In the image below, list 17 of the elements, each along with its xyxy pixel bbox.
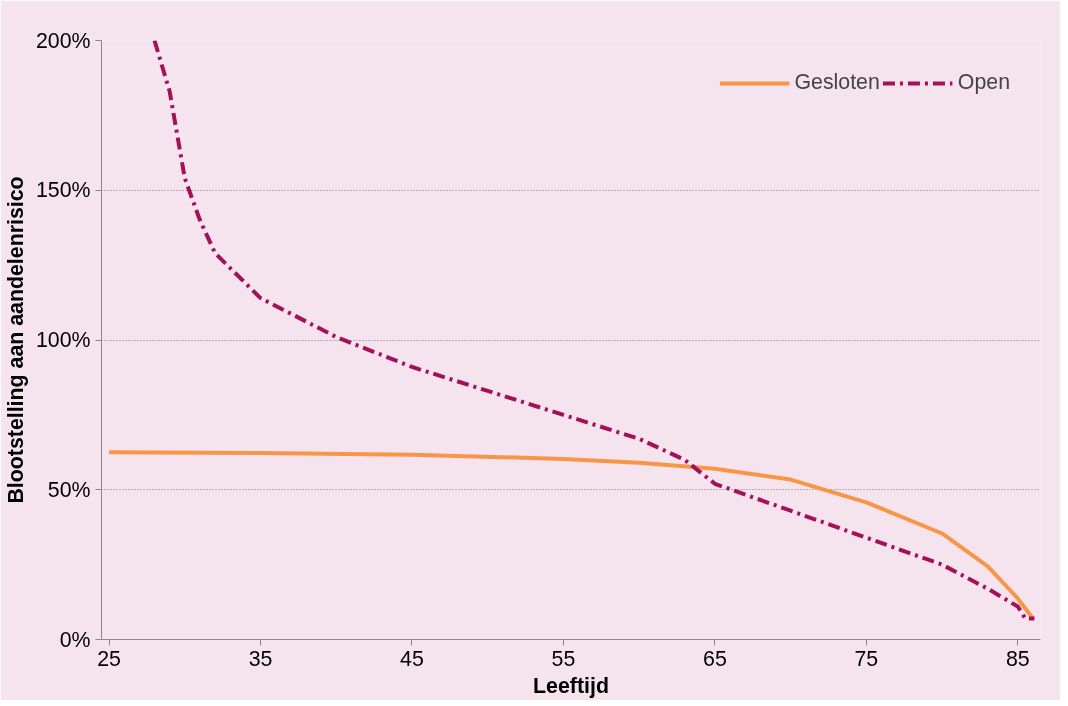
x-axis-title: Leeftijd [533,673,609,698]
y-tick-label: 0% [59,627,91,652]
y-axis-title: Blootstelling aan aandelenrisico [3,176,28,504]
line-series [152,40,1037,621]
y-tick-label: 200% [35,28,91,53]
x-tick-label: 85 [1005,646,1030,671]
x-tick-label: 45 [400,646,424,671]
y-tick-label: 50% [47,477,91,502]
y-tick-label: 100% [35,328,91,352]
x-tick-label: 55 [551,646,576,671]
y-tick-label: 150% [35,178,91,203]
x-tick-label: 35 [248,646,273,671]
x-tick-label: 75 [854,646,879,671]
legend-label: Gesloten [794,70,880,95]
x-tick-label: 65 [703,646,727,671]
x-tick-label: 25 [97,646,121,671]
legend-label: Open [957,70,1010,95]
